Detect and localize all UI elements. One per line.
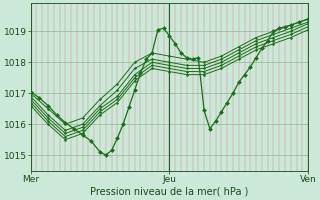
X-axis label: Pression niveau de la mer( hPa ): Pression niveau de la mer( hPa ): [90, 187, 249, 197]
